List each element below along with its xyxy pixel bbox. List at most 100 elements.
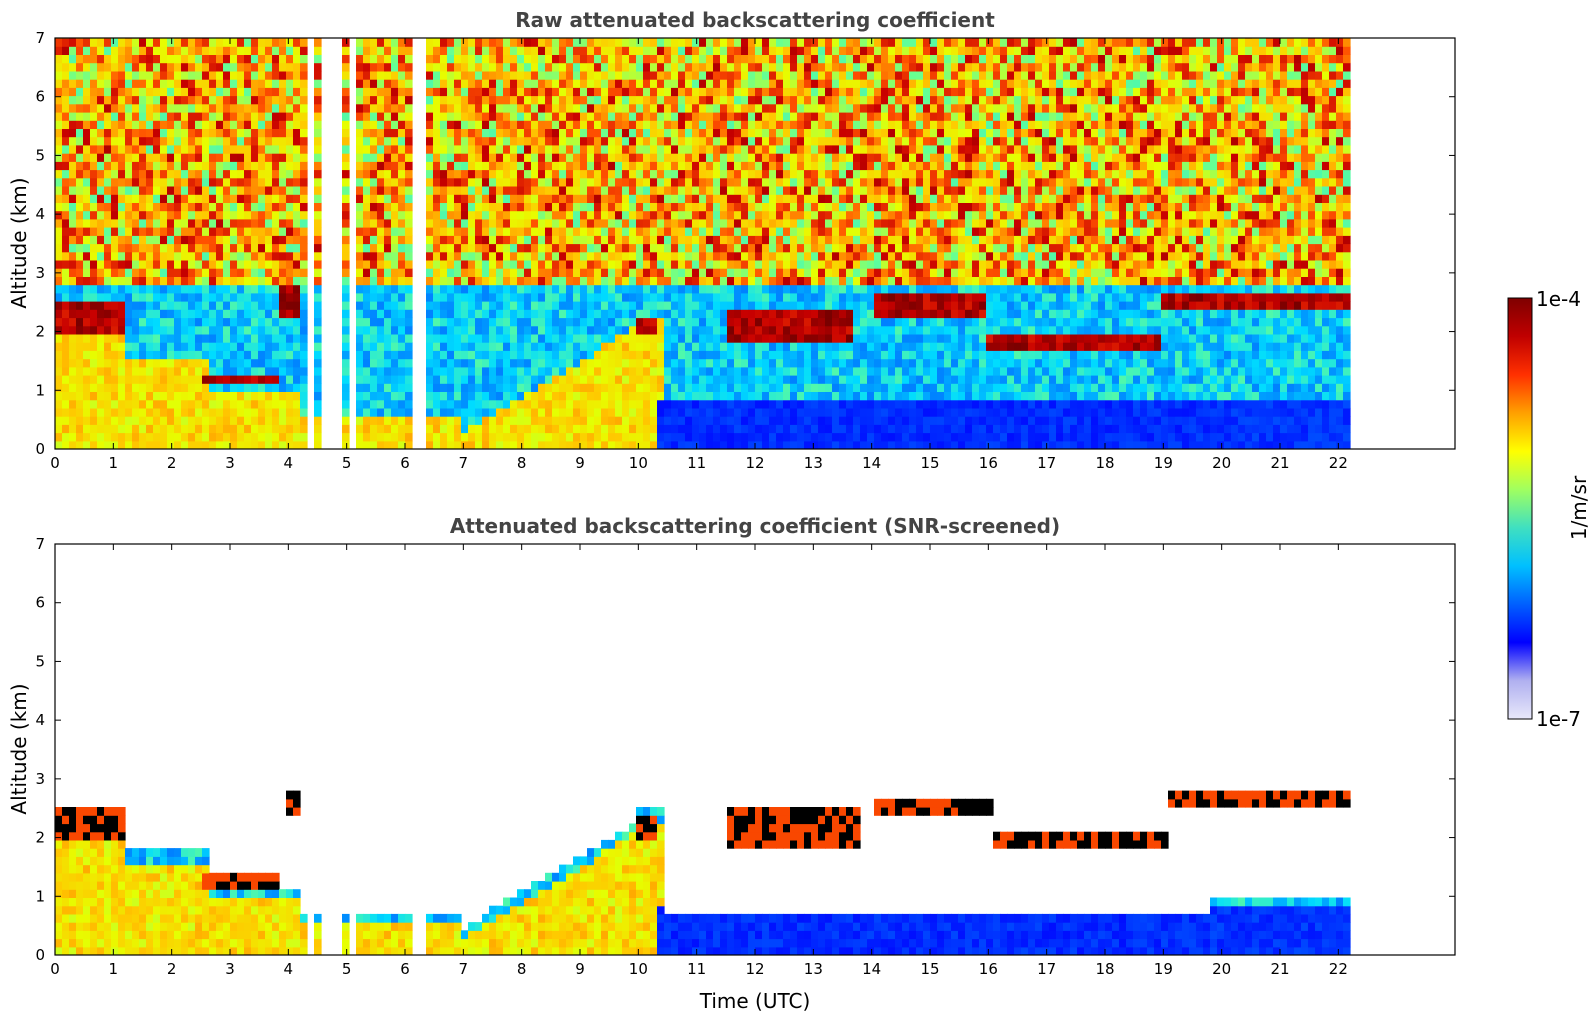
panel-raw-cell <box>608 235 616 245</box>
panel-raw-cell <box>272 424 280 434</box>
panel-raw-cell <box>552 358 560 368</box>
panel-raw-cell <box>601 235 609 245</box>
panel-raw-cell <box>608 136 616 146</box>
panel-raw-cell <box>139 177 147 187</box>
panel-raw-cell <box>286 62 294 72</box>
panel-raw-cell <box>454 169 462 179</box>
panel-raw-cell <box>97 301 105 310</box>
panel-raw-cell <box>720 46 728 55</box>
panel-raw-cell <box>111 276 119 286</box>
panel-raw-cell <box>258 375 266 384</box>
panel-raw-cell <box>405 407 413 417</box>
panel-raw-cell <box>517 366 525 376</box>
panel-raw-cell <box>580 407 588 417</box>
panel-raw-cell <box>286 46 294 55</box>
panel-raw-cell <box>146 169 154 179</box>
panel-raw-cell <box>356 309 364 319</box>
panel-raw-cell <box>755 144 763 154</box>
panel-raw-cell <box>342 103 350 113</box>
panel-raw-cell <box>76 210 84 220</box>
panel-raw-cell <box>475 194 483 203</box>
panel-raw-cell <box>594 301 602 310</box>
panel-raw-cell <box>503 177 511 187</box>
panel-raw-cell <box>587 292 595 302</box>
panel-raw-cell <box>363 177 371 187</box>
panel-raw-cell <box>258 301 266 310</box>
panel-raw-cell <box>524 342 532 351</box>
panel-raw-cell <box>559 309 567 319</box>
panel-raw-cell <box>727 292 735 302</box>
panel-raw-cell <box>174 235 182 245</box>
panel-raw-cell <box>62 292 70 302</box>
panel-raw-cell <box>167 268 175 277</box>
panel-raw-cell <box>524 144 532 154</box>
panel-raw-cell <box>496 391 504 401</box>
panel-raw-cell <box>622 391 630 401</box>
panel-raw-cell <box>650 259 658 269</box>
panel-raw-cell <box>671 284 679 294</box>
panel-raw-cell <box>741 375 749 384</box>
panel-raw-cell <box>440 120 448 129</box>
panel-raw-cell <box>209 38 217 39</box>
panel-raw-cell <box>475 276 483 286</box>
panel-raw-cell <box>139 46 147 55</box>
panel-raw-cell <box>202 440 210 449</box>
panel-raw-cell <box>97 432 105 442</box>
panel-raw-cell <box>258 169 266 179</box>
panel-raw-cell <box>727 317 735 327</box>
panel-raw-cell <box>55 46 63 55</box>
panel-raw-cell <box>202 169 210 179</box>
panel-raw-cell <box>244 440 252 449</box>
panel-raw-cell <box>391 79 399 88</box>
panel-raw-cell <box>272 432 280 442</box>
panel-raw-cell <box>713 161 721 171</box>
panel-raw-cell <box>636 128 644 138</box>
panel-raw-cell <box>265 112 273 121</box>
panel-raw-cell <box>202 333 210 343</box>
panel-raw-cell <box>517 416 525 425</box>
panel-raw-cell <box>783 161 791 171</box>
panel-raw-cell <box>650 194 658 203</box>
panel-raw-cell <box>636 177 644 187</box>
panel-raw-cell <box>496 350 504 360</box>
panel-raw-cell <box>643 169 651 179</box>
panel-raw-cell <box>202 284 210 294</box>
panel-raw-cell <box>230 169 238 179</box>
panel-raw-cell <box>552 276 560 286</box>
panel-raw-cell <box>153 317 161 327</box>
panel-raw-cell <box>713 70 721 80</box>
panel-raw-cell <box>83 79 91 88</box>
panel-raw-cell <box>377 235 385 245</box>
panel-raw-cell <box>230 46 238 55</box>
panel-raw-cell <box>524 259 532 269</box>
panel-raw-cell <box>461 54 469 64</box>
panel-raw-cell <box>503 358 511 368</box>
panel-raw-cell <box>776 153 784 162</box>
panel-raw-cell <box>615 251 623 261</box>
panel-raw-cell <box>573 38 581 47</box>
panel-raw-cell <box>97 416 105 425</box>
panel-raw-cell <box>580 227 588 236</box>
panel-raw-cell <box>167 235 175 245</box>
panel-raw-cell <box>720 325 728 335</box>
panel-raw-cell <box>132 325 140 335</box>
panel-raw-cell <box>776 120 784 129</box>
panel-raw-cell <box>279 112 287 121</box>
panel-raw-cell <box>447 424 455 434</box>
panel-raw-cell <box>286 79 294 88</box>
panel-raw-cell <box>293 440 301 449</box>
panel-raw-cell <box>664 169 672 179</box>
panel-raw-cell <box>475 333 483 343</box>
panel-raw-cell <box>237 276 245 286</box>
panel-raw-cell <box>650 350 658 360</box>
panel-raw-cell <box>734 186 742 195</box>
panel-raw-cell <box>146 276 154 286</box>
panel-raw-cell <box>426 243 434 253</box>
panel-raw-cell <box>174 358 182 368</box>
panel-raw-cell <box>174 407 182 417</box>
panel-raw-cell <box>139 70 147 80</box>
panel-raw-cell <box>377 54 385 64</box>
panel-raw-cell <box>489 268 497 277</box>
panel-raw-cell <box>650 416 658 425</box>
panel-raw-cell <box>132 70 140 80</box>
